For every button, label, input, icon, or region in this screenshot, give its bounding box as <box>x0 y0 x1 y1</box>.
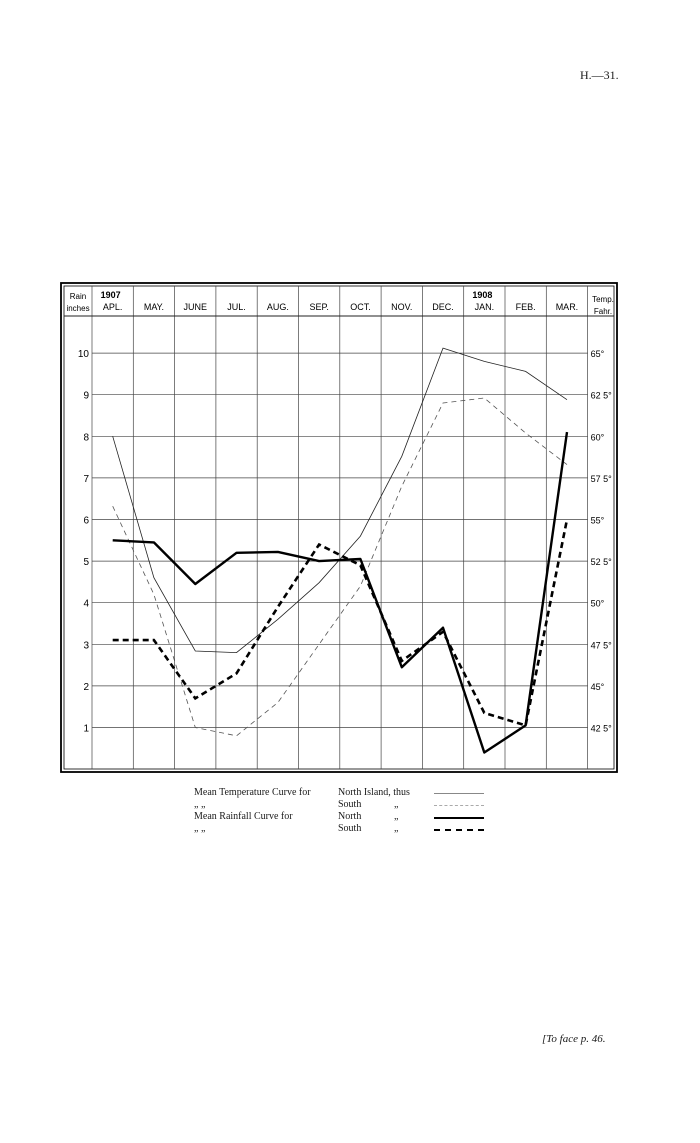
x-tick-label: MAY. <box>144 302 164 312</box>
left-y-tick-label: 3 <box>83 640 89 651</box>
left-y-tick-label: 8 <box>83 432 89 443</box>
x-tick-label: DEC. <box>432 302 454 312</box>
right-y-tick-label: 50° <box>591 599 605 609</box>
left-axis-header-rain: Rain <box>70 292 86 301</box>
right-y-tick-label: 45° <box>591 682 605 692</box>
legend-label: South <box>338 799 362 810</box>
series-line-rainfall-south <box>112 519 569 728</box>
year-label-1907: 1907 <box>101 290 121 300</box>
right-y-tick-label: 47 5° <box>591 640 613 650</box>
legend-swatch-rainfall-north <box>434 817 484 819</box>
left-y-tick-label: 6 <box>83 516 89 527</box>
x-tick-label: JAN. <box>475 302 495 312</box>
face-page-note: [To face p. 46. <box>542 1033 606 1045</box>
left-y-tick-label: 5 <box>83 557 89 568</box>
right-y-tick-label: 65° <box>591 349 605 359</box>
legend-label: „ <box>394 799 399 810</box>
legend-label: „ <box>394 811 399 822</box>
left-y-tick-label: 4 <box>83 599 89 610</box>
year-label-1908: 1908 <box>472 290 492 300</box>
legend-swatch-rainfall-south <box>434 829 484 831</box>
legend-label: „ <box>394 823 399 834</box>
right-y-tick-label: 42 5° <box>591 724 613 734</box>
legend-label: South <box>338 823 362 834</box>
legend-label: „ „ <box>194 799 206 810</box>
right-axis-header-temp: Temp. <box>592 295 614 304</box>
legend-label: Mean Rainfall Curve for <box>194 811 293 822</box>
left-axis-header-inches: inches <box>66 304 89 313</box>
right-axis-header-fahr: Fahr. <box>594 307 612 316</box>
left-y-tick-label: 1 <box>83 724 89 735</box>
axis-ticks: 1 2 3 4 5 6 7 8 9 10 42 5° 45° 47 5° 50° 52 5° 55° 57 5°… <box>78 349 612 734</box>
page-reference: H.—31. <box>580 68 619 82</box>
right-y-tick-label: 60° <box>591 432 605 442</box>
left-y-tick-label: 9 <box>83 391 89 402</box>
x-tick-label: APL. <box>103 302 123 312</box>
x-tick-label: AUG. <box>267 302 289 312</box>
legend-swatch-temperature-south <box>434 805 484 806</box>
left-y-tick-label: 2 <box>83 682 89 693</box>
left-y-tick-label: 10 <box>78 349 90 360</box>
x-tick-label: FEB. <box>516 302 536 312</box>
legend-label: North Island, thus <box>338 787 410 798</box>
x-tick-label: JUL. <box>227 302 246 312</box>
chart-frame <box>60 282 618 773</box>
legend-label: Mean Temperature Curve for <box>194 787 311 798</box>
climate-chart: Rain inches Temp. Fahr. 1907 1908 APL. MAY. JUNE… <box>60 282 618 773</box>
right-y-tick-label: 52 5° <box>591 557 613 567</box>
right-y-tick-label: 62 5° <box>591 391 613 401</box>
chart-grid <box>64 286 614 769</box>
x-tick-label: JUNE <box>183 302 207 312</box>
chart-header: Rain inches Temp. Fahr. 1907 1908 APL. MAY. JUNE… <box>66 290 613 316</box>
right-y-tick-label: 57 5° <box>591 474 613 484</box>
series-lines <box>112 347 569 754</box>
right-y-tick-label: 55° <box>591 516 605 526</box>
x-tick-label: MAR. <box>556 302 579 312</box>
x-tick-label: OCT. <box>350 302 371 312</box>
x-tick-label: NOV. <box>391 302 412 312</box>
left-y-tick-label: 7 <box>83 474 89 485</box>
legend-label: North <box>338 811 362 822</box>
x-tick-label: SEP. <box>309 302 328 312</box>
legend-swatch-temperature-north <box>434 793 484 794</box>
legend-label: „ „ <box>194 823 206 834</box>
series-line-rainfall-north <box>112 431 569 754</box>
